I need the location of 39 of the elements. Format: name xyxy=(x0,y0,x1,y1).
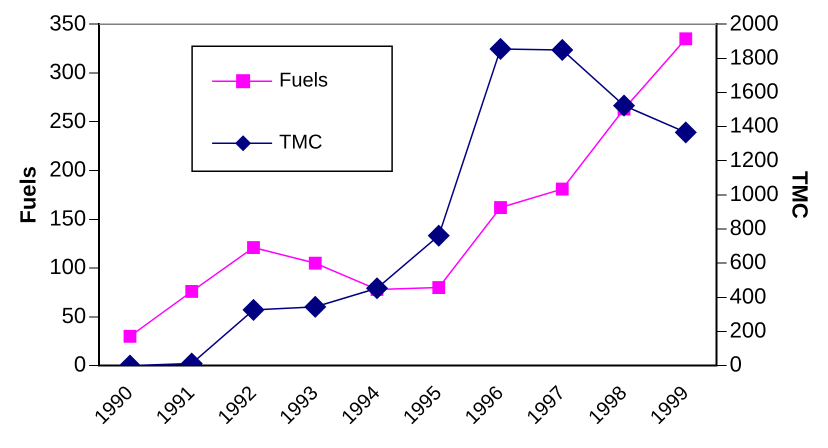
point xyxy=(675,122,697,144)
y2-tick-label: 0 xyxy=(730,352,742,377)
point xyxy=(124,330,136,343)
legend-label: Fuels xyxy=(279,70,328,92)
point xyxy=(679,32,692,46)
point xyxy=(494,201,507,214)
point xyxy=(613,94,635,116)
y2-tick-label: 1200 xyxy=(730,146,779,172)
y-tick-label: 200 xyxy=(49,156,86,182)
point xyxy=(432,281,446,294)
y-tick-label: 50 xyxy=(62,302,86,328)
y2-tick-label: 800 xyxy=(730,215,766,240)
point xyxy=(490,38,512,60)
y-tick-label: 0 xyxy=(74,352,86,377)
point xyxy=(556,182,569,196)
legend-label: TMC xyxy=(279,132,322,154)
y2-tick-label: 1000 xyxy=(730,180,779,206)
y-tick-label: 350 xyxy=(49,10,86,36)
y2-tick-label: 1400 xyxy=(730,112,779,138)
y2-tick-label: 600 xyxy=(730,249,766,274)
point xyxy=(428,224,450,246)
point xyxy=(366,278,388,299)
y2-tick-label: 400 xyxy=(730,283,766,308)
y-tick-label: 150 xyxy=(49,205,86,230)
y-tick-label: 300 xyxy=(49,59,86,84)
y-axis-title: Fuels xyxy=(15,166,40,224)
point xyxy=(304,296,326,318)
point xyxy=(552,39,574,61)
y2-axis-title: TMC xyxy=(788,171,813,219)
y2-tick-label: 200 xyxy=(730,317,766,342)
y2-tick-label: 2000 xyxy=(730,10,779,36)
point xyxy=(242,299,264,321)
y2-tick-label: 1800 xyxy=(730,44,779,70)
y-tick-label: 250 xyxy=(49,108,86,133)
point xyxy=(247,241,260,254)
point xyxy=(308,256,322,270)
point xyxy=(185,285,198,298)
y2-tick-label: 1600 xyxy=(730,78,779,104)
y-tick-label: 100 xyxy=(49,254,86,280)
